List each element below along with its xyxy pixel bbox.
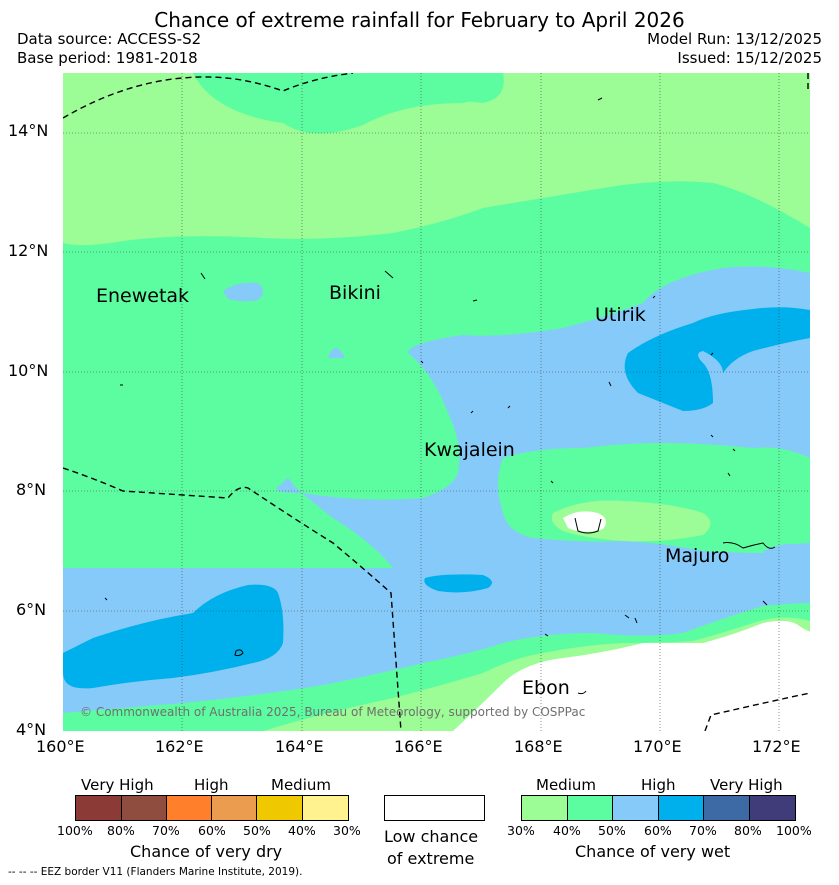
data-source-block: Data source: ACCESS-S2 Base period: 1981… bbox=[17, 30, 201, 68]
lon-tick-164e: 164°E bbox=[275, 737, 324, 756]
legend-dry-title: Chance of very dry bbox=[130, 842, 283, 861]
region-wet-50-60-enewetak bbox=[223, 282, 263, 302]
lon-tick-160e: 160°E bbox=[36, 737, 85, 756]
legend-wet-swatch-50-60 bbox=[613, 796, 659, 820]
region-wet-60-70-utirik bbox=[624, 307, 810, 411]
region-wet-50-60-bikini bbox=[328, 348, 345, 358]
eez-footnote: -- -- -- EEZ border V11 (Flanders Marine… bbox=[8, 866, 303, 878]
rainfall-map[interactable]: Enewetak Bikini Utirik Kwajalein Majuro … bbox=[63, 73, 810, 731]
lat-tick-8n: 8°N bbox=[16, 480, 47, 499]
lat-tick-10n: 10°N bbox=[8, 361, 49, 380]
lon-tick-172e: 172°E bbox=[752, 737, 801, 756]
place-label-bikini: Bikini bbox=[329, 282, 381, 304]
legend-wet-colorbar bbox=[521, 795, 796, 821]
lat-tick-4n: 4°N bbox=[16, 720, 47, 739]
base-period: Base period: 1981-2018 bbox=[17, 49, 198, 67]
islands bbox=[104, 97, 776, 695]
region-wet-40-50-north-blob bbox=[198, 73, 504, 130]
legend-wet-title: Chance of very wet bbox=[575, 842, 731, 861]
legend-wet-tick: 80% bbox=[734, 823, 762, 838]
copyright-notice: © Commonwealth of Australia 2025, Bureau… bbox=[80, 705, 586, 719]
region-wet-30-40-north bbox=[63, 73, 810, 246]
legend-wet-swatch-40-50 bbox=[568, 796, 613, 820]
data-source: Data source: ACCESS-S2 bbox=[17, 30, 202, 48]
lat-tick-6n: 6°N bbox=[16, 600, 47, 619]
legend-dry-swatch-60-70 bbox=[167, 796, 212, 820]
place-label-ebon: Ebon bbox=[522, 677, 570, 699]
place-label-majuro: Majuro bbox=[665, 545, 730, 567]
region-wet-50-60-majuro bbox=[763, 543, 807, 563]
model-run-block: Model Run: 13/12/2025 Issued: 15/12/2025 bbox=[647, 30, 822, 68]
legend-dry-level-high: High bbox=[194, 776, 229, 794]
place-label-enewetak: Enewetak bbox=[96, 285, 190, 307]
legend-dry-tick: 70% bbox=[152, 823, 180, 838]
legend-wet-tick: 60% bbox=[644, 823, 672, 838]
issued-date: Issued: 15/12/2025 bbox=[677, 49, 822, 67]
legend-wet-level-medium: Medium bbox=[536, 776, 596, 794]
region-wet-60-70-southwest bbox=[63, 584, 284, 689]
place-label-kwajalein: Kwajalein bbox=[424, 439, 515, 461]
legend-dry-tick: 60% bbox=[198, 823, 226, 838]
region-low-chance-spot bbox=[563, 511, 607, 532]
lon-tick-168e: 168°E bbox=[514, 737, 563, 756]
region-wet-60-70-patch bbox=[424, 574, 492, 593]
map-title: Chance of extreme rainfall for February … bbox=[154, 8, 685, 32]
lon-tick-166e: 166°E bbox=[394, 737, 443, 756]
legend-wet-swatch-70-80 bbox=[704, 796, 750, 820]
region-low-chance-southeast bbox=[453, 620, 810, 731]
legend-dry-swatch-70-80 bbox=[122, 796, 167, 820]
lon-tick-162e: 162°E bbox=[155, 737, 204, 756]
legend-low-swatch bbox=[384, 795, 485, 821]
lat-tick-14n: 14°N bbox=[8, 121, 49, 140]
legend-dry-swatch-80-100 bbox=[76, 796, 122, 820]
legend-dry-tick: 40% bbox=[288, 823, 316, 838]
legend-wet-level-very-high: Very High bbox=[710, 776, 783, 794]
legend-wet-tick: 30% bbox=[507, 823, 535, 838]
legend-dry-swatch-50-60 bbox=[212, 796, 257, 820]
legend-dry-level-very-high: Very High bbox=[81, 776, 154, 794]
legend-dry-level-medium: Medium bbox=[271, 776, 331, 794]
legend-dry-tick: 80% bbox=[107, 823, 135, 838]
legend-dry-swatch-40-50 bbox=[257, 796, 303, 820]
map-canvas bbox=[63, 73, 810, 731]
legend-dry-tick: 100% bbox=[57, 823, 93, 838]
model-run: Model Run: 13/12/2025 bbox=[647, 30, 822, 48]
legend-wet-swatch-60-70 bbox=[659, 796, 704, 820]
eez-borders bbox=[63, 73, 810, 731]
legend-wet-swatch-80-100 bbox=[750, 796, 795, 820]
legend-dry-tick: 50% bbox=[243, 823, 271, 838]
legend-dry-swatch-30-40 bbox=[303, 796, 348, 820]
place-label-utirik: Utirik bbox=[595, 304, 646, 326]
legend-dry-colorbar bbox=[75, 795, 349, 821]
legend-wet-tick: 50% bbox=[598, 823, 626, 838]
lat-tick-12n: 12°N bbox=[8, 241, 49, 260]
legend-wet-tick: 70% bbox=[689, 823, 717, 838]
legend-wet-tick: 40% bbox=[553, 823, 581, 838]
legend-low-line1: Low chance bbox=[384, 827, 479, 846]
legend-wet-tick: 100% bbox=[776, 823, 812, 838]
legend-dry-tick: 30% bbox=[333, 823, 361, 838]
legend-wet-swatch-30-40 bbox=[522, 796, 568, 820]
lon-tick-170e: 170°E bbox=[633, 737, 682, 756]
legend-wet-level-high: High bbox=[641, 776, 676, 794]
legend-low-line2: of extreme bbox=[387, 849, 475, 868]
